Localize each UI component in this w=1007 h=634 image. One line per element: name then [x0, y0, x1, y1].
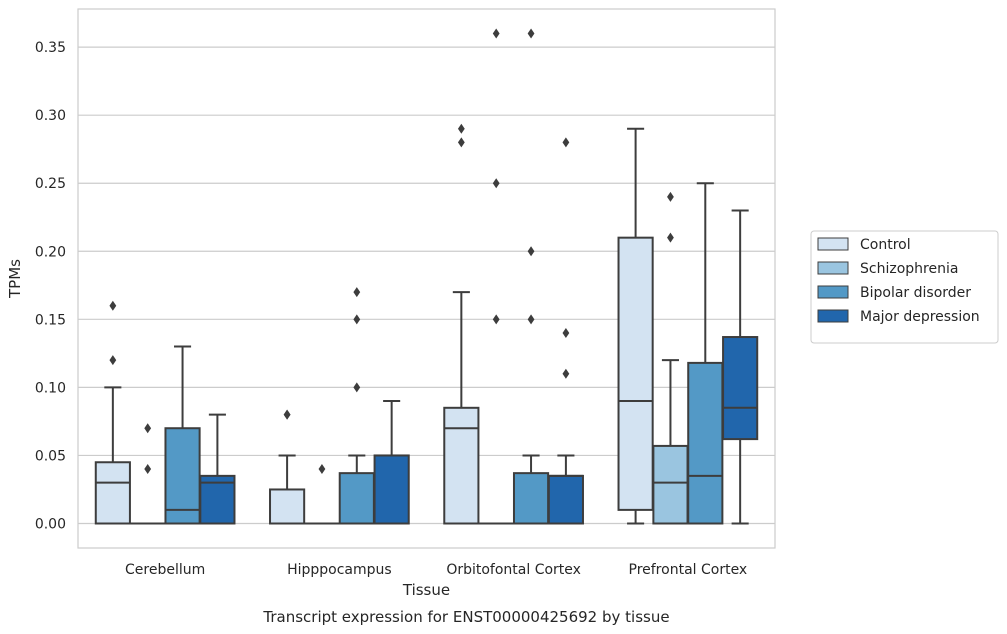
y-tick-label: 0.25: [35, 176, 66, 192]
legend-item: Control: [817, 237, 911, 253]
outlier-point: [283, 409, 291, 420]
y-tick-label: 0.00: [35, 517, 66, 533]
outlier-point: [667, 191, 674, 202]
box-body: [338, 472, 375, 525]
outlier-point: [562, 368, 570, 379]
boxes: [94, 28, 759, 525]
box-control: [617, 127, 654, 525]
outlier-point: [562, 137, 570, 148]
box-body: [94, 461, 131, 525]
y-axis-label: TPMs: [6, 259, 24, 299]
x-tick-label: Cerebellum: [125, 562, 205, 578]
plot-area-frame: [77, 8, 776, 549]
chart-caption: Transcript expression for ENST0000042569…: [262, 608, 669, 626]
x-tick-label: Orbitofontal Cortex: [446, 562, 581, 578]
legend-label: Control: [860, 237, 911, 253]
y-tick-label: 0.15: [35, 312, 66, 328]
box-major-depression: [199, 413, 236, 525]
outlier-point: [492, 28, 500, 39]
box-bipolar-disorder: [512, 28, 550, 525]
box-body: [687, 361, 724, 525]
outlier-point: [109, 300, 117, 311]
y-axis-ticks: 0.00 0.05 0.10 0.15 0.20 0.25 0.30 0.35: [35, 40, 66, 532]
outlier-point: [353, 287, 361, 298]
box-body: [199, 474, 236, 525]
legend-swatch: [817, 261, 849, 275]
legend-frame: [810, 230, 999, 344]
box-control: [443, 123, 480, 525]
box-major-depression: [722, 209, 759, 525]
outlier-point: [144, 423, 152, 434]
box-body: [373, 454, 410, 525]
outlier-point: [353, 314, 361, 325]
box-body: [722, 336, 759, 441]
x-tick-label: Prefrontal Cortex: [629, 562, 748, 578]
box-bipolar-disorder: [687, 182, 724, 525]
outlier-point: [527, 314, 535, 325]
box-body: [652, 444, 689, 525]
outlier-point: [527, 246, 535, 257]
box-body: [164, 427, 201, 525]
outlier-point: [667, 232, 674, 243]
outlier-point: [492, 314, 500, 325]
legend-swatch: [817, 237, 849, 251]
outlier-point: [318, 464, 326, 475]
box-control: [94, 300, 131, 525]
box-control: [269, 409, 306, 525]
outlier-point: [457, 137, 465, 148]
x-tick-label: Hipppocampus: [287, 562, 392, 578]
box-body: [443, 406, 480, 525]
legend-swatch: [817, 309, 849, 323]
y-tick-label: 0.10: [35, 380, 66, 396]
box-bipolar-disorder: [164, 345, 201, 525]
legend: Control Schizophrenia Bipolar disorder Majo…: [810, 230, 999, 344]
outlier-point: [562, 327, 570, 338]
y-tick-label: 0.35: [35, 40, 66, 56]
box-bipolar-disorder: [338, 287, 375, 525]
legend-item: Major depression: [817, 309, 980, 325]
box-schizophrenia: [304, 464, 340, 525]
y-tick-label: 0.20: [35, 244, 66, 260]
outlier-point: [457, 123, 465, 134]
legend-label: Bipolar disorder: [860, 285, 971, 301]
box-body: [269, 488, 306, 525]
legend-label: Major depression: [860, 309, 980, 325]
outlier-point: [353, 382, 361, 393]
legend-item: Schizophrenia: [817, 261, 958, 277]
box-schizophrenia: [652, 191, 689, 525]
box-major-depression: [373, 400, 410, 525]
box-body: [617, 236, 654, 511]
legend-swatch: [817, 285, 849, 299]
box-schizophrenia: [130, 423, 165, 525]
box-body: [512, 472, 550, 525]
legend-items: Control Schizophrenia Bipolar disorder Majo…: [817, 237, 980, 325]
y-tick-label: 0.05: [35, 448, 66, 464]
box-major-depression: [547, 137, 584, 525]
outlier-point: [492, 178, 500, 189]
legend-label: Schizophrenia: [860, 261, 958, 277]
box-body: [547, 474, 584, 525]
outlier-point: [144, 464, 152, 475]
outlier-point: [109, 355, 117, 366]
x-axis-label: Tissue: [402, 581, 450, 599]
x-axis-ticks: Cerebellum Hipppocampus Orbitofontal Corte…: [125, 562, 747, 578]
y-tick-label: 0.30: [35, 108, 66, 124]
box-schizophrenia: [479, 28, 514, 525]
outlier-point: [527, 28, 535, 39]
legend-item: Bipolar disorder: [817, 285, 971, 301]
